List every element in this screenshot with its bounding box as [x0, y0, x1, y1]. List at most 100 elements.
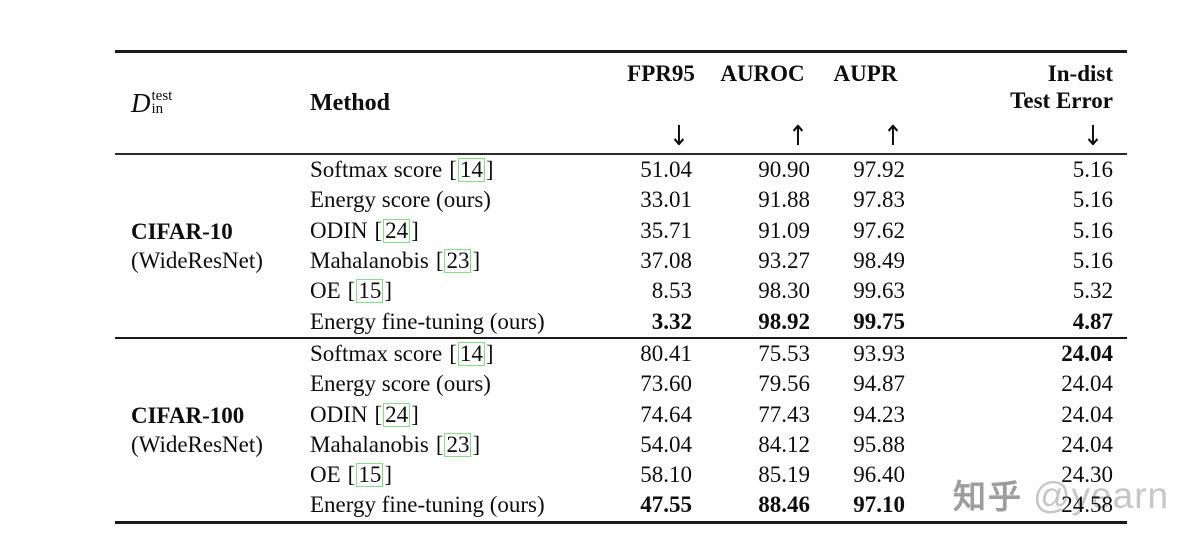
value-fpr95: 80.41	[640, 340, 692, 366]
method-cell: Softmax score14	[310, 155, 615, 185]
value-fpr95: 54.04	[640, 431, 692, 457]
table-rule-header-separator	[115, 153, 1127, 155]
method-cell: Energy fine-tuning (ours)	[310, 490, 615, 520]
table-group-cifar10: CIFAR-10 (WideResNet) Softmax score14 51…	[115, 155, 1127, 337]
method-name: Energy fine-tuning (ours)	[310, 308, 545, 334]
value-indist: 24.04	[1061, 431, 1113, 457]
value-fpr95: 51.04	[640, 157, 692, 183]
value-indist: 24.04	[1061, 371, 1113, 397]
value-indist: 5.16	[1072, 217, 1113, 243]
subscript-in: in	[151, 101, 164, 117]
method-cell: Mahalanobis 23	[310, 246, 615, 276]
method-name: ODIN	[310, 217, 368, 243]
up-arrow-icon: ↑	[787, 119, 808, 153]
method-name: Softmax score	[310, 340, 443, 366]
method-cell: Softmax score14	[310, 339, 615, 369]
method-cell: Energy fine-tuning (ours)	[310, 306, 615, 336]
table-group-cifar100: CIFAR-100 (WideResNet) Softmax score14 8…	[115, 339, 1127, 521]
citation-link[interactable]: 15	[348, 278, 392, 304]
method-name: Mahalanobis	[310, 248, 429, 274]
value-indist: 5.16	[1072, 187, 1113, 213]
citation-link[interactable]: 14	[449, 157, 493, 183]
value-fpr95: 58.10	[640, 462, 692, 488]
superscript-test: test	[151, 88, 173, 104]
dataset-label-cifar10: CIFAR-10 (WideResNet)	[115, 155, 310, 337]
header-aupr: AUPR ↑	[818, 53, 913, 153]
value-aupr: 98.49	[853, 248, 905, 274]
value-aupr: 99.75	[853, 308, 905, 334]
value-auroc: 98.30	[758, 278, 810, 304]
method-cell: ODIN 24	[310, 216, 615, 246]
value-auroc: 88.46	[758, 492, 810, 518]
citation-link[interactable]: 14	[449, 341, 493, 367]
method-name: Softmax score	[310, 157, 443, 183]
column-label-fpr95: FPR95	[627, 61, 695, 86]
network-name: (WideResNet)	[131, 247, 263, 273]
method-name: OE	[310, 278, 341, 304]
dataset-label-cifar100: CIFAR-100 (WideResNet)	[115, 339, 310, 521]
table-rule-top	[115, 50, 1127, 53]
method-cell: Mahalanobis 23	[310, 430, 615, 460]
down-arrow-icon: ↓	[1082, 119, 1103, 153]
value-fpr95: 8.53	[651, 278, 692, 304]
value-auroc: 91.09	[758, 217, 810, 243]
column-label-test-error: Test Error	[1010, 88, 1113, 113]
column-label-indist: In-dist	[1047, 61, 1113, 86]
table-rule-group-separator	[115, 336, 1127, 339]
value-fpr95: 35.71	[640, 217, 692, 243]
value-auroc: 84.12	[758, 431, 810, 457]
column-label-auroc: AUROC	[720, 61, 805, 86]
dataset-name: CIFAR-100	[131, 402, 245, 428]
table-rule-bottom	[115, 520, 1127, 524]
zhihu-logo: 知乎	[953, 478, 1023, 515]
citation-link[interactable]: 15	[348, 462, 392, 488]
value-fpr95: 3.32	[651, 308, 692, 334]
value-indist: 5.32	[1072, 278, 1113, 304]
value-aupr: 93.93	[853, 340, 905, 366]
math-script-d: D	[131, 88, 151, 118]
value-auroc: 85.19	[758, 462, 810, 488]
watermark: 知乎 @yearn	[953, 470, 1169, 518]
method-cell: Energy score (ours)	[310, 185, 615, 215]
citation-link[interactable]: 24	[375, 402, 419, 428]
value-auroc: 77.43	[758, 401, 810, 427]
method-name: Mahalanobis	[310, 431, 429, 457]
value-aupr: 94.23	[853, 401, 905, 427]
value-aupr: 99.63	[853, 278, 905, 304]
column-label-aupr: AUPR	[833, 61, 898, 86]
method-cell: OE 15	[310, 276, 615, 306]
header-indist-test-error: In-dist Test Error ↓	[913, 53, 1127, 153]
value-auroc: 98.92	[758, 308, 810, 334]
watermark-username: @yearn	[1033, 475, 1170, 516]
value-fpr95: 73.60	[640, 371, 692, 397]
citation-link[interactable]: 23	[436, 432, 480, 458]
value-fpr95: 74.64	[640, 401, 692, 427]
value-indist: 24.04	[1061, 401, 1113, 427]
method-name: Energy score (ours)	[310, 187, 491, 213]
method-cell: Energy score (ours)	[310, 369, 615, 399]
citation-link[interactable]: 24	[375, 218, 419, 244]
value-aupr: 97.83	[853, 187, 905, 213]
value-indist: 5.16	[1072, 248, 1113, 274]
header-method: Method	[310, 89, 390, 116]
value-aupr: 97.10	[853, 492, 905, 518]
value-aupr: 95.88	[853, 431, 905, 457]
value-indist: 24.04	[1061, 340, 1113, 366]
method-name: Energy score (ours)	[310, 371, 491, 397]
value-fpr95: 37.08	[640, 248, 692, 274]
value-aupr: 94.87	[853, 371, 905, 397]
value-indist: 4.87	[1072, 308, 1113, 334]
value-fpr95: 47.55	[640, 492, 692, 518]
value-auroc: 75.53	[758, 340, 810, 366]
dataset-name: CIFAR-10	[131, 218, 233, 244]
value-auroc: 93.27	[758, 248, 810, 274]
down-arrow-icon: ↓	[668, 119, 689, 153]
value-auroc: 79.56	[758, 371, 810, 397]
value-indist: 5.16	[1072, 157, 1113, 183]
value-indist: 24.30	[1061, 462, 1113, 488]
citation-link[interactable]: 23	[436, 248, 480, 274]
